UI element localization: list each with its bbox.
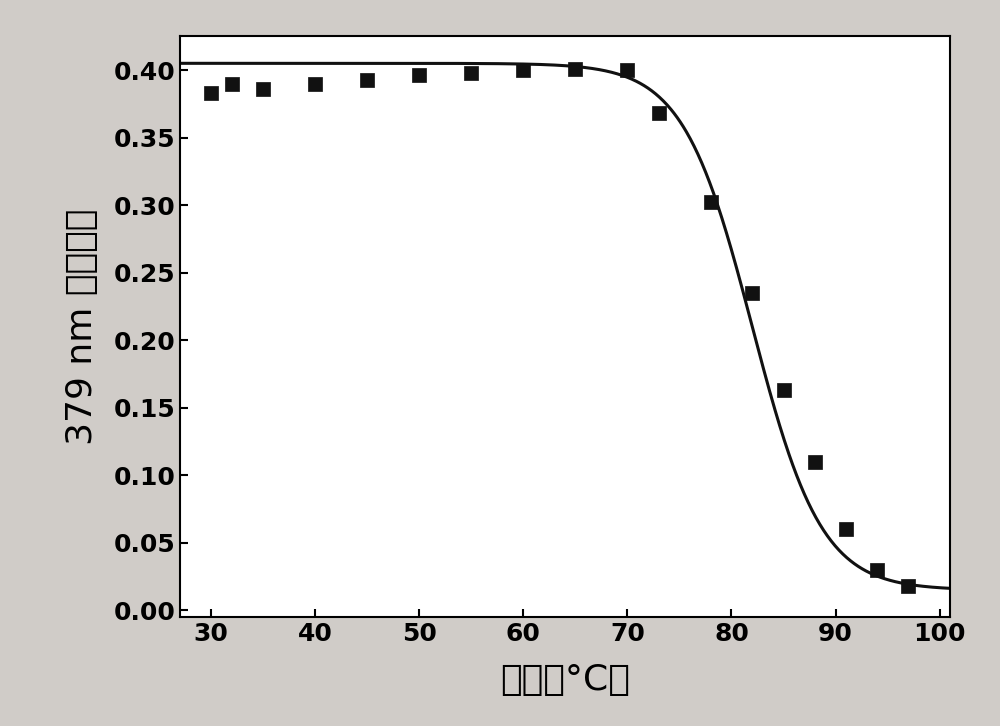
Point — [900, 580, 916, 592]
Point — [463, 67, 479, 78]
Point — [619, 65, 635, 76]
Point — [359, 74, 375, 86]
Point — [411, 70, 427, 81]
Point — [869, 564, 885, 576]
Y-axis label: 379 nm 处吸光度: 379 nm 处吸光度 — [65, 208, 99, 445]
X-axis label: 温度（°C）: 温度（°C） — [500, 663, 630, 697]
Point — [744, 287, 760, 298]
Point — [703, 197, 719, 208]
Point — [807, 456, 823, 468]
Point — [838, 523, 854, 535]
Point — [255, 83, 271, 95]
Point — [776, 384, 792, 396]
Point — [567, 63, 583, 75]
Point — [307, 78, 323, 89]
Point — [224, 78, 240, 89]
Point — [651, 107, 667, 119]
Point — [515, 65, 531, 76]
Point — [203, 87, 219, 99]
